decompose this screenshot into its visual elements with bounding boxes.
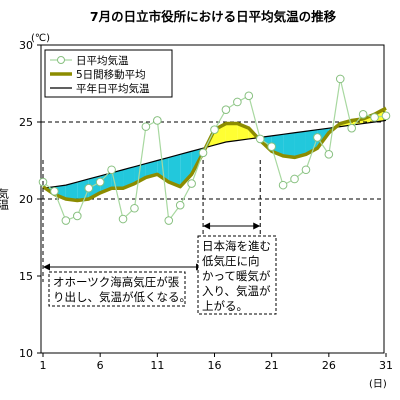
normal-temperature-line <box>42 119 387 189</box>
daily-mean-point <box>175 200 185 210</box>
daily-mean-point <box>107 165 116 175</box>
below-normal-fill <box>145 160 158 178</box>
daily-mean-point <box>130 203 139 213</box>
daily-mean-point <box>118 214 128 224</box>
annotation-2-box <box>197 235 277 315</box>
chart-title: 7月の日立市役所における日平均気温の推移 <box>90 9 337 24</box>
plot-frame <box>37 44 387 357</box>
x-tick-label: 1 <box>40 359 47 372</box>
y-tick-label: 10 <box>19 347 33 360</box>
x-unit-label: (日) <box>369 379 387 390</box>
series-layer <box>38 74 391 225</box>
daily-mean-point <box>153 116 162 125</box>
daily-mean-point <box>278 180 288 190</box>
x-tick-label: 11 <box>150 359 164 372</box>
annotation-1-line: オホーツク海高気圧が張 <box>53 275 180 289</box>
y-tick-label: 15 <box>19 270 33 283</box>
legend-marker <box>57 56 65 64</box>
legend-normal-label: 平年日平均気温 <box>76 82 150 95</box>
daily-mean-point <box>198 148 208 158</box>
daily-mean-point <box>347 123 357 133</box>
below-normal-fill <box>294 131 306 158</box>
daily-mean-line <box>42 78 387 223</box>
daily-mean-point <box>358 110 368 119</box>
daily-mean-point <box>84 183 94 193</box>
daily-mean-point <box>370 113 379 122</box>
annotation-2-arrow-head-left <box>203 222 211 230</box>
daily-mean-point <box>301 165 311 175</box>
daily-mean-point <box>255 134 265 144</box>
daily-mean-point <box>187 179 196 188</box>
grid-layer <box>41 121 384 200</box>
daily-mean-point <box>290 174 299 184</box>
y-axis-label: 気温 <box>0 187 10 210</box>
annotation-1-box <box>48 271 186 307</box>
annotation-1-arrow-head-left <box>43 263 50 271</box>
y-tick-label: 30 <box>19 39 33 52</box>
daily-mean-point <box>221 105 231 114</box>
daily-mean-point <box>233 97 242 107</box>
daily-mean-point <box>95 177 105 187</box>
legend-daily-mean-label: 日平均気温 <box>76 54 129 67</box>
daily-mean-point <box>244 91 254 101</box>
legend-moving-average-label: 5日間移動平均 <box>76 68 146 81</box>
daily-mean-point <box>335 74 345 84</box>
daily-mean-point <box>61 216 71 225</box>
below-normal-fill <box>180 151 192 187</box>
daily-mean-point <box>324 150 334 159</box>
x-tick-label: 26 <box>322 359 336 372</box>
x-tick-label: 31 <box>379 359 393 372</box>
below-normal-fill <box>123 166 135 189</box>
annotation-2-line: 上がる。 <box>202 299 248 313</box>
daily-mean-point <box>267 142 276 151</box>
annotation-2-line: 低気圧に向 <box>202 254 260 268</box>
annotation-1-line: り出し、気温が低くなる。 <box>53 290 191 304</box>
daily-mean-point <box>73 211 82 221</box>
daily-mean-point <box>313 133 322 142</box>
annotation-2-line: 入り、気温が <box>202 284 271 298</box>
x-tick-label: 16 <box>208 359 222 372</box>
below-normal-fill <box>271 134 284 156</box>
x-tick-label: 21 <box>265 359 279 372</box>
below-normal-fill <box>65 182 78 201</box>
annotation-2-line: かって暖気が <box>202 269 271 283</box>
daily-mean-point <box>141 122 151 131</box>
x-tick-label: 6 <box>97 359 104 372</box>
daily-mean-point <box>210 125 219 134</box>
below-normal-fill <box>283 132 295 158</box>
daily-mean-point <box>164 216 174 225</box>
above-normal-fill <box>225 123 238 143</box>
daily-mean-point <box>50 187 59 196</box>
below-normal-fill <box>168 154 181 187</box>
y-tick-label: 25 <box>19 116 33 129</box>
annotation-2-line: 日本海を進む <box>202 239 271 253</box>
annotation-2-arrow-head-right <box>253 222 261 230</box>
y-unit-label: (℃) <box>31 33 50 44</box>
deviation-fill-layer <box>43 108 386 201</box>
daily-mean-point <box>381 111 391 121</box>
y-tick-label: 20 <box>19 193 33 206</box>
